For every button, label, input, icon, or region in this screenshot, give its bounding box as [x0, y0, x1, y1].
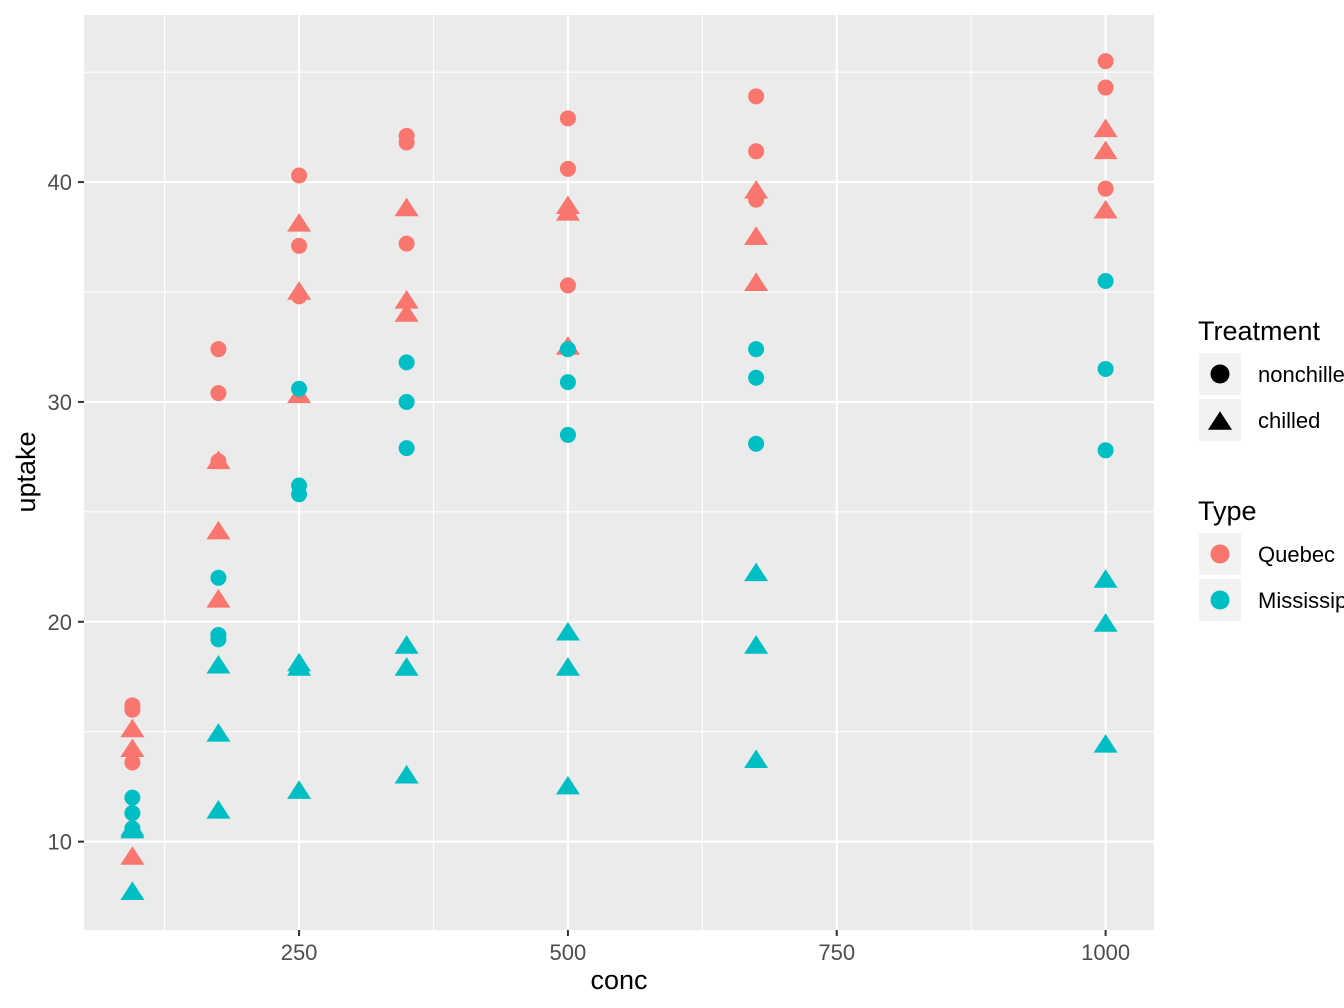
legend-title: Type [1198, 496, 1257, 526]
data-point-quebec-chilled [120, 846, 145, 865]
data-point-quebec-nonchilled [398, 235, 415, 252]
data-point-quebec-nonchilled [1097, 180, 1114, 197]
legend-label: Quebec [1258, 542, 1335, 567]
legend-title: Treatment [1198, 316, 1321, 346]
x-tick-label: 500 [550, 940, 587, 965]
y-tick-label: 10 [48, 830, 72, 855]
data-point-quebec-chilled [744, 272, 769, 291]
data-point-quebec-nonchilled [1097, 79, 1114, 96]
legend-label: chilled [1258, 408, 1320, 433]
data-point-quebec-chilled [394, 197, 419, 217]
data-point-quebec-nonchilled [559, 277, 576, 294]
data-point-mississippi-nonchilled [1097, 273, 1114, 290]
data-point-quebec-chilled [206, 520, 231, 540]
data-point-mississippi-nonchilled [1097, 442, 1114, 459]
data-point-quebec-chilled [744, 180, 769, 199]
data-point-mississippi-chilled [744, 562, 769, 582]
data-point-quebec-nonchilled [748, 88, 765, 105]
x-axis-title: conc [590, 965, 647, 995]
data-point-mississippi-nonchilled [124, 789, 141, 806]
data-point-mississippi-chilled [120, 881, 145, 900]
data-point-quebec-chilled [1093, 140, 1118, 160]
x-tick-label: 250 [281, 940, 318, 965]
data-point-quebec-nonchilled [210, 341, 227, 358]
data-point-mississippi-nonchilled [748, 435, 765, 452]
data-points [120, 53, 1118, 900]
plot-panel [84, 15, 1154, 930]
data-point-mississippi-chilled [206, 654, 231, 674]
data-point-quebec-nonchilled [559, 160, 576, 177]
x-tick-label: 750 [818, 940, 855, 965]
data-point-quebec-chilled [555, 195, 580, 215]
data-point-mississippi-chilled [555, 621, 580, 641]
data-point-quebec-chilled [1093, 199, 1118, 219]
data-point-mississippi-nonchilled [398, 354, 415, 371]
data-point-mississippi-chilled [1093, 569, 1118, 588]
y-axis-title: uptake [11, 431, 41, 512]
axis-ticks [78, 181, 1107, 936]
data-point-quebec-nonchilled [748, 143, 765, 160]
data-point-mississippi-chilled [394, 635, 419, 654]
y-tick-label: 20 [48, 610, 72, 635]
legend-key-quebec [1210, 544, 1230, 564]
data-point-mississippi-chilled [744, 635, 769, 654]
legend-label: nonchilled [1258, 362, 1344, 387]
data-point-mississippi-chilled [206, 723, 231, 742]
data-point-mississippi-chilled [120, 817, 145, 837]
data-point-quebec-nonchilled [210, 385, 227, 402]
data-point-quebec-chilled [1093, 118, 1118, 138]
data-point-quebec-chilled [287, 281, 312, 300]
y-tick-label: 40 [48, 170, 72, 195]
data-point-mississippi-nonchilled [291, 486, 308, 503]
data-point-quebec-nonchilled [559, 110, 576, 127]
data-point-mississippi-nonchilled [1097, 360, 1114, 377]
data-point-quebec-nonchilled [124, 697, 141, 714]
axis-tick-labels: 250 500 750 1000 10 20 30 40 [48, 170, 1131, 965]
data-point-mississippi-nonchilled [748, 341, 765, 358]
data-point-quebec-chilled [394, 303, 419, 322]
x-tick-label: 1000 [1081, 940, 1130, 965]
minor-gridlines [84, 15, 1154, 930]
data-point-mississippi-chilled [287, 780, 312, 799]
legend-key-nonchilled [1210, 364, 1230, 384]
legend-key-mississippi [1210, 590, 1230, 610]
legend-key-chilled [1208, 411, 1232, 430]
data-point-mississippi-nonchilled [291, 380, 308, 397]
data-point-mississippi-chilled [1093, 613, 1118, 632]
data-point-mississippi-nonchilled [210, 626, 227, 643]
data-point-mississippi-nonchilled [398, 440, 415, 457]
data-point-mississippi-nonchilled [210, 569, 227, 586]
data-point-mississippi-nonchilled [559, 341, 576, 358]
data-point-quebec-chilled [287, 213, 312, 232]
legend-label: Mississippi [1258, 588, 1344, 613]
data-point-mississippi-nonchilled [559, 426, 576, 443]
data-point-mississippi-chilled [206, 800, 231, 819]
data-point-quebec-chilled [120, 718, 145, 738]
data-point-quebec-chilled [206, 450, 231, 470]
data-point-quebec-chilled [744, 226, 769, 245]
data-point-mississippi-chilled [555, 775, 580, 795]
data-point-mississippi-nonchilled [748, 369, 765, 386]
data-point-mississippi-nonchilled [398, 393, 415, 410]
data-point-quebec-nonchilled [291, 237, 308, 254]
data-point-mississippi-chilled [287, 657, 312, 676]
data-point-mississippi-chilled [1093, 734, 1118, 753]
data-point-quebec-chilled [394, 290, 419, 309]
y-tick-label: 30 [48, 390, 72, 415]
data-point-mississippi-chilled [744, 749, 769, 769]
data-point-mississippi-chilled [394, 764, 419, 784]
data-point-mississippi-nonchilled [124, 805, 141, 822]
data-point-quebec-nonchilled [1097, 53, 1114, 70]
data-point-mississippi-chilled [394, 657, 419, 676]
data-point-quebec-nonchilled [124, 754, 141, 771]
data-point-mississippi-nonchilled [559, 374, 576, 391]
data-point-quebec-chilled [120, 738, 145, 758]
data-point-quebec-nonchilled [291, 167, 308, 184]
data-point-mississippi-chilled [555, 657, 580, 676]
data-point-quebec-nonchilled [398, 127, 415, 144]
data-point-quebec-chilled [206, 588, 231, 608]
